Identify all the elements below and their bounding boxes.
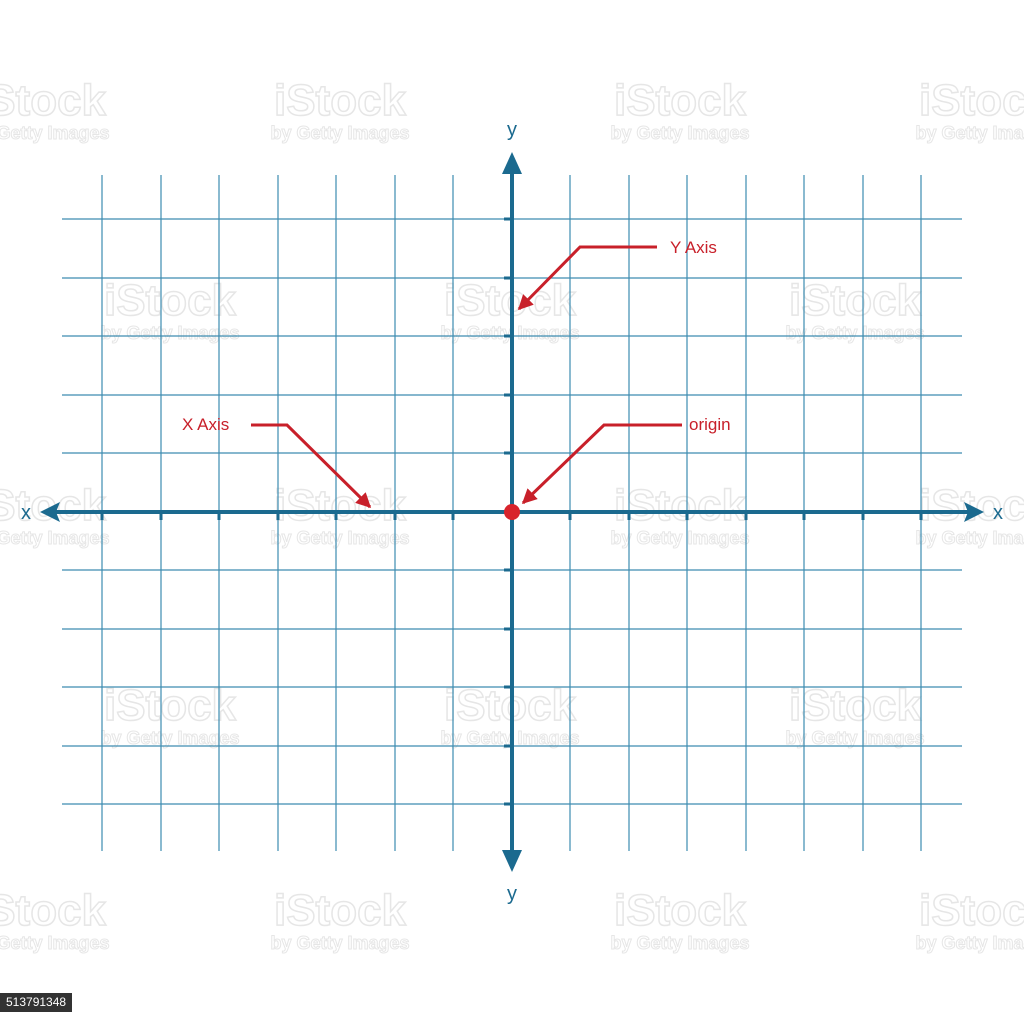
y-axis-bottom-arrowhead	[502, 850, 522, 872]
origin-callout: origin	[521, 415, 731, 505]
x-axis-right-label: x	[993, 502, 1003, 524]
watermark-credit: by Getty Images	[785, 728, 924, 748]
watermark-brand: iStock	[0, 886, 107, 935]
watermark-brand: iStock	[104, 681, 237, 730]
x-axis-callout-arrow	[251, 423, 372, 509]
watermark-brand: iStock	[789, 681, 922, 730]
x-axis-callout: X Axis	[182, 415, 372, 509]
watermark-credit: by Getty Images	[610, 123, 749, 143]
watermark-brand: iStock	[789, 276, 922, 325]
watermark-credit: by Getty Images	[0, 123, 110, 143]
watermark-credit: by Getty Images	[270, 123, 409, 143]
watermark-brand: iStock	[274, 886, 407, 935]
stock-id-badge: 513791348	[0, 993, 73, 1012]
origin-point	[504, 504, 520, 520]
origin-callout-label: origin	[689, 415, 731, 434]
x-axis-left-arrowhead	[40, 502, 60, 522]
watermark-brand: iStock	[614, 76, 747, 125]
watermark-brand: iStock	[104, 276, 237, 325]
watermark-credit: by Getty Images	[915, 933, 1024, 953]
watermark-credit: by Getty Images	[100, 728, 239, 748]
x-axis-left-label: x	[21, 502, 31, 524]
watermark-credit: by Getty Images	[610, 933, 749, 953]
x-axis-right-arrowhead	[964, 502, 984, 522]
watermark-credit: by Getty Images	[270, 528, 409, 548]
watermark-brand: iStock	[919, 76, 1024, 125]
watermark-brand: iStock	[614, 886, 747, 935]
watermark-credit: by Getty Images	[0, 528, 110, 548]
watermark-credit: by Getty Images	[610, 528, 749, 548]
watermark-brand: iStock	[919, 886, 1024, 935]
watermark-brand: iStock	[274, 481, 407, 530]
axis-ticks	[100, 217, 923, 806]
watermark-brand: iStock	[919, 481, 1024, 530]
y-axis-top-arrowhead	[502, 152, 522, 174]
watermark-brand: iStock	[0, 76, 107, 125]
y-axis-callout-arrow	[517, 245, 657, 311]
watermark-credit: by Getty Images	[100, 323, 239, 343]
watermark-brand: iStock	[614, 481, 747, 530]
watermark-brand: iStock	[274, 76, 407, 125]
y-axis-top-label: y	[507, 119, 517, 141]
watermark-credit: by Getty Images	[785, 323, 924, 343]
watermark-credit: by Getty Images	[270, 933, 409, 953]
origin-callout-arrow	[521, 423, 682, 505]
y-axis-callout: Y Axis	[517, 238, 717, 311]
y-axis-bottom-label: y	[507, 883, 517, 905]
watermark-credit: by Getty Images	[0, 933, 110, 953]
y-axis-callout-label: Y Axis	[670, 238, 717, 257]
watermark-credit: by Getty Images	[915, 123, 1024, 143]
watermark-credit: by Getty Images	[915, 528, 1024, 548]
x-axis-callout-label: X Axis	[182, 415, 229, 434]
